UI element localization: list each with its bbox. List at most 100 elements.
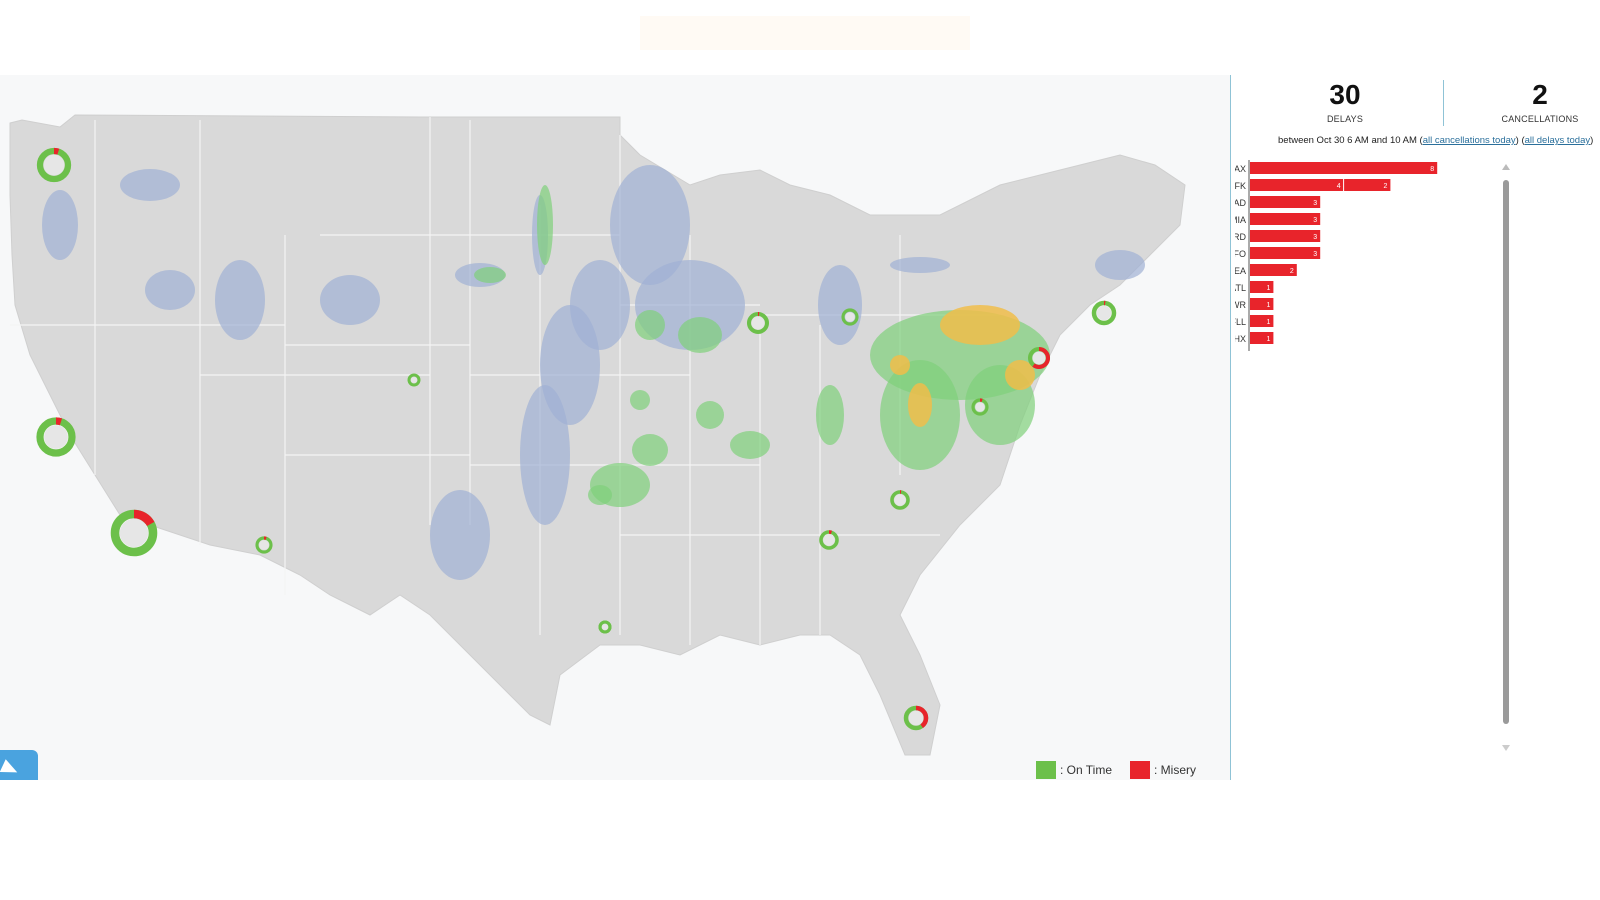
radar-blob bbox=[816, 385, 844, 445]
radar-blob bbox=[940, 305, 1020, 345]
radar-blob bbox=[215, 260, 265, 340]
delays-stat: 30 DELAYS bbox=[1250, 78, 1440, 124]
airport-ring-iad[interactable] bbox=[971, 398, 989, 416]
ring-center bbox=[751, 316, 765, 330]
radar-blob bbox=[610, 165, 690, 285]
on-time-arc bbox=[841, 308, 859, 326]
airport-ring-mia[interactable] bbox=[903, 705, 929, 731]
radar-blob bbox=[1095, 250, 1145, 280]
airport-ring-dtw[interactable] bbox=[841, 308, 859, 326]
radar-blob bbox=[890, 355, 910, 375]
caption-end: ) bbox=[1590, 135, 1594, 146]
airport-ring-clt[interactable] bbox=[890, 490, 910, 510]
stats-divider bbox=[1443, 80, 1444, 126]
tick-label-phx: PHX bbox=[1235, 334, 1246, 344]
radar-blob bbox=[42, 190, 78, 260]
bar-mia-0 bbox=[1250, 213, 1321, 225]
radar-blob bbox=[730, 431, 770, 459]
airport-ring-phx[interactable] bbox=[255, 536, 273, 554]
all-delays-link[interactable]: all delays today bbox=[1524, 135, 1591, 146]
arrow-icon bbox=[0, 759, 21, 779]
map-legend: : On Time : Misery bbox=[1036, 760, 1214, 780]
radar-blob bbox=[696, 401, 724, 429]
airport-ring-ord[interactable] bbox=[746, 311, 770, 335]
misery-arc bbox=[1091, 300, 1117, 326]
bar-sea-0 bbox=[1250, 264, 1297, 276]
misery-arc bbox=[36, 417, 76, 457]
radar-blob bbox=[818, 265, 862, 345]
misery-arc bbox=[1027, 346, 1051, 370]
misery-arc bbox=[971, 398, 989, 416]
bar-ewr-0 bbox=[1250, 298, 1274, 310]
on-time-arc bbox=[407, 373, 421, 387]
radar-blob bbox=[1005, 360, 1035, 390]
tick-label-ord: ORD bbox=[1235, 232, 1247, 242]
misery-arc bbox=[255, 536, 273, 554]
scroll-up-arrow[interactable] bbox=[1502, 164, 1510, 170]
airport-ring-jfk[interactable] bbox=[1027, 346, 1051, 370]
on-time-swatch bbox=[1036, 761, 1056, 779]
cancellations-count: 2 bbox=[1532, 79, 1548, 110]
ring-center bbox=[823, 534, 835, 546]
radar-blob bbox=[632, 434, 668, 466]
ring-center bbox=[411, 377, 417, 383]
airport-ring-atl[interactable] bbox=[819, 530, 839, 550]
us-radar-map[interactable] bbox=[0, 75, 1230, 780]
legend-misery: : Misery bbox=[1130, 761, 1196, 779]
bar-sfo-0 bbox=[1250, 247, 1321, 259]
radar-blob bbox=[520, 385, 570, 525]
airport-ring-sfo[interactable] bbox=[36, 417, 76, 457]
map-canvas bbox=[9, 114, 1186, 756]
airport-ring-lax[interactable] bbox=[110, 509, 158, 557]
tick-label-jfk: JFK bbox=[1235, 181, 1246, 191]
ring-center bbox=[908, 710, 924, 726]
top-banner-strip bbox=[640, 16, 970, 50]
airport-ring-sea[interactable] bbox=[36, 147, 72, 183]
bar-jfk-0 bbox=[1250, 179, 1344, 191]
misery-arc bbox=[110, 509, 158, 557]
bar-atl-0 bbox=[1250, 281, 1274, 293]
scrollbar-thumb[interactable] bbox=[1503, 180, 1509, 724]
delays-count: 30 bbox=[1329, 79, 1361, 110]
airport-ring-den[interactable] bbox=[407, 373, 421, 387]
airport-ring-iah[interactable] bbox=[598, 620, 612, 634]
bar-iad-0 bbox=[1250, 196, 1321, 208]
tick-label-sfo: SFO bbox=[1235, 249, 1246, 259]
misery-arc bbox=[746, 311, 770, 335]
caption-separator: ) ( bbox=[1515, 135, 1525, 146]
data-label-phx-0: 1 bbox=[1266, 336, 1270, 343]
ring-center bbox=[43, 154, 65, 176]
misery-arc bbox=[890, 490, 910, 510]
ring-center bbox=[602, 624, 608, 630]
tick-label-atl: ATL bbox=[1235, 283, 1246, 293]
panel-divider bbox=[1230, 75, 1231, 780]
scroll-down-arrow[interactable] bbox=[1502, 745, 1510, 751]
misery-arc bbox=[903, 705, 929, 731]
legend-on-time: : On Time bbox=[1036, 761, 1112, 779]
data-label-ord-0: 3 bbox=[1313, 234, 1317, 241]
misery-swatch bbox=[1130, 761, 1151, 779]
data-label-jfk-1: 2 bbox=[1383, 183, 1387, 190]
tick-label-lax: LAX bbox=[1235, 164, 1246, 174]
airport-markers bbox=[36, 147, 1117, 731]
airport-ring-bos[interactable] bbox=[1091, 300, 1117, 326]
radar-blob bbox=[537, 185, 553, 265]
radar-blob bbox=[635, 310, 665, 340]
misery-arc bbox=[36, 147, 72, 183]
ring-center bbox=[1032, 351, 1046, 365]
data-label-lax-0: 8 bbox=[1430, 166, 1434, 173]
radar-blob bbox=[120, 169, 180, 201]
bar-phx-0 bbox=[1250, 332, 1274, 344]
misery-arc bbox=[819, 530, 839, 550]
tick-label-iad: IAD bbox=[1235, 198, 1246, 208]
tick-label-sea: SEA bbox=[1235, 266, 1246, 276]
cancellations-stat: 2 CANCELLATIONS bbox=[1445, 78, 1600, 124]
expand-button[interactable] bbox=[0, 750, 38, 780]
all-cancellations-link[interactable]: all cancellations today bbox=[1422, 135, 1516, 146]
cancellations-label: CANCELLATIONS bbox=[1501, 114, 1579, 124]
ring-center bbox=[975, 402, 985, 412]
time-range-text: between Oct 30 6 AM and 10 AM ( bbox=[1278, 135, 1423, 146]
radar-blob bbox=[570, 260, 630, 350]
data-label-mia-0: 3 bbox=[1313, 217, 1317, 224]
tick-label-ewr: EWR bbox=[1235, 300, 1246, 310]
